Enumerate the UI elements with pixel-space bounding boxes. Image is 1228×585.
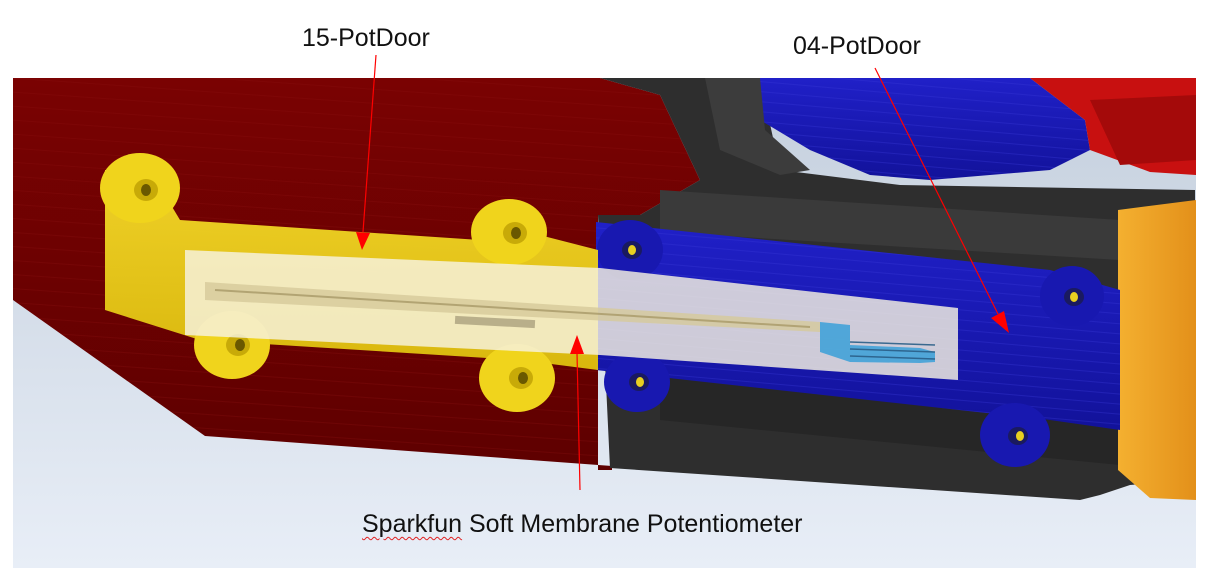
membrane-inner-line xyxy=(214,289,811,328)
arrow-to-04-potdoor xyxy=(874,67,1009,333)
membrane-connector xyxy=(820,322,935,363)
red-arrow-icon xyxy=(570,335,584,354)
label-15-potdoor: 15-PotDoor xyxy=(302,24,430,52)
black-housing-band xyxy=(660,190,1120,260)
red-arrow-icon xyxy=(356,232,370,250)
arrow-to-sensor xyxy=(570,335,584,491)
blue-cylinder-mesh xyxy=(745,78,1090,180)
blue-bosses xyxy=(597,220,1104,467)
red-top-right-shade xyxy=(1090,95,1196,165)
label-sensor-rest: Soft Membrane Potentiometer xyxy=(462,510,803,538)
red-arrow-icon xyxy=(991,311,1009,333)
membrane-printed-text xyxy=(454,315,536,329)
membrane-track xyxy=(205,282,820,332)
orange-part xyxy=(1118,200,1196,500)
membrane-pins xyxy=(849,341,936,360)
arrow-to-15-potdoor xyxy=(356,54,377,250)
label-04-potdoor: 04-PotDoor xyxy=(793,32,921,60)
gray-cylinder-ring xyxy=(705,78,810,175)
label-sparkfun-word: Sparkfun xyxy=(362,510,463,538)
label-membrane-potentiometer: Sparkfun Soft Membrane Potentiometer xyxy=(362,512,803,537)
